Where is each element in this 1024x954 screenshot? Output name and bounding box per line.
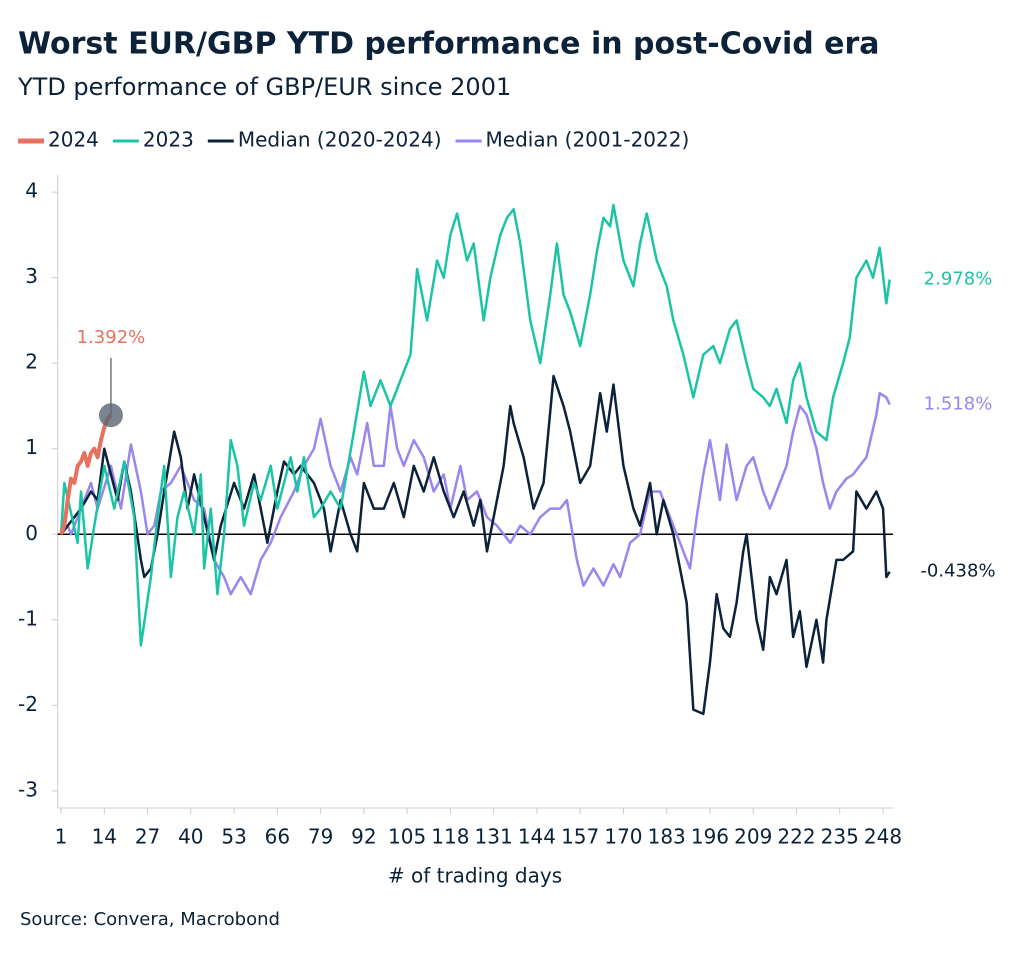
series-line	[60, 374, 891, 716]
x-tick-label: 79	[308, 825, 333, 849]
x-tick-label: 92	[351, 825, 376, 849]
y-tick-label: 1	[25, 435, 38, 459]
y-tick-label: -2	[18, 692, 38, 716]
legend-label: 2024	[48, 128, 99, 152]
y-tick-label: 4	[25, 179, 38, 203]
x-axis-label: # of trading days	[388, 864, 562, 888]
x-tick-label: 157	[561, 825, 599, 849]
x-tick-label: 118	[431, 825, 469, 849]
y-tick-label: 3	[25, 264, 38, 288]
x-tick-label: 14	[92, 825, 117, 849]
x-tick-label: 105	[388, 825, 426, 849]
y-tick-label: -1	[18, 606, 38, 630]
end-label: -0.438%	[920, 561, 995, 582]
end-label: 2.978%	[924, 269, 993, 290]
y-tick-label: 0	[25, 521, 38, 545]
y-tick-label: 2	[25, 350, 38, 374]
series-line	[59, 413, 113, 535]
source: Source: Convera, Macrobond	[20, 909, 280, 930]
x-tick-label: 40	[178, 825, 203, 849]
legend-label: Median (2001-2022)	[486, 128, 690, 152]
x-tick-label: 27	[135, 825, 160, 849]
end-label: 1.518%	[924, 393, 993, 414]
x-tick-label: 66	[265, 825, 290, 849]
x-tick-label: 1	[55, 825, 68, 849]
legend-label: 2023	[143, 128, 194, 152]
end-label: 1.392%	[77, 327, 146, 348]
chart-subtitle: YTD performance of GBP/EUR since 2001	[17, 73, 511, 101]
x-tick-label: 222	[777, 825, 815, 849]
series-line	[59, 203, 891, 647]
y-tick-label: -3	[18, 777, 38, 801]
x-tick-label: 53	[221, 825, 246, 849]
x-tick-label: 183	[648, 825, 686, 849]
end-marker	[98, 403, 123, 428]
x-tick-label: 196	[691, 825, 729, 849]
x-tick-label: 235	[821, 825, 859, 849]
legend-label: Median (2020-2024)	[238, 128, 442, 152]
x-tick-label: 170	[604, 825, 642, 849]
x-tick-label: 131	[475, 825, 513, 849]
chart-title: Worst EUR/GBP YTD performance in post-Co…	[18, 27, 880, 62]
x-tick-label: 209	[734, 825, 772, 849]
x-tick-label: 248	[864, 825, 902, 849]
x-tick-label: 144	[518, 825, 556, 849]
